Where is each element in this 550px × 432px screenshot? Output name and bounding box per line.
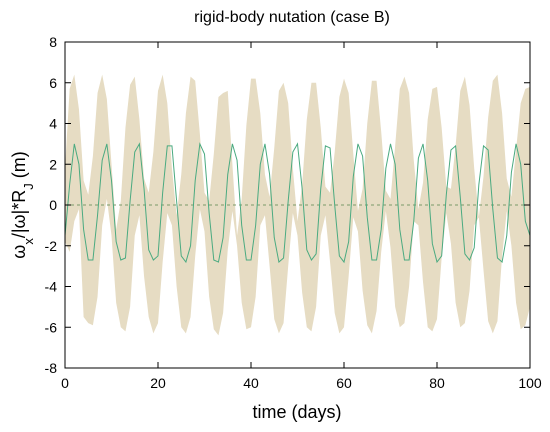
chart-title: rigid-body nutation (case B)	[194, 9, 390, 26]
y-axis-title: ωx/|ω|*RJ (m)	[9, 151, 36, 258]
y-tick-label: 4	[49, 116, 57, 132]
omega-x-series-line	[64, 142, 531, 264]
y-axis-title-sub-j: J	[21, 183, 36, 190]
y-tick-label: -6	[45, 319, 58, 335]
y-tick-label: 8	[49, 34, 57, 50]
x-axis-title: time (days)	[252, 402, 341, 422]
y-tick-label: 2	[49, 156, 57, 172]
x-tick-label: 40	[243, 375, 259, 391]
y-axis-title-sub-x: x	[21, 238, 36, 245]
y-tick-label: 0	[49, 197, 57, 213]
plot-area	[64, 74, 531, 336]
y-axis-title-mid: /|ω|*R	[9, 190, 29, 238]
x-tick-label: 20	[150, 375, 166, 391]
x-tick-label: 0	[61, 375, 69, 391]
y-tick-label: -8	[45, 360, 58, 376]
y-axis-title-omega: ω	[9, 245, 29, 259]
x-tick-label: 60	[336, 375, 352, 391]
x-tick-label: 100	[518, 375, 542, 391]
y-tick-label: 6	[49, 75, 57, 91]
axis-ticks: 0 20 40 60 80 100 -8 -6 -4 -2 0 2 4 6 8	[45, 34, 542, 391]
y-tick-label: -4	[45, 279, 58, 295]
uncertainty-band	[65, 74, 530, 336]
y-axis-title-unit: (m)	[9, 151, 29, 183]
x-tick-label: 80	[429, 375, 445, 391]
y-tick-label: -2	[45, 238, 58, 254]
